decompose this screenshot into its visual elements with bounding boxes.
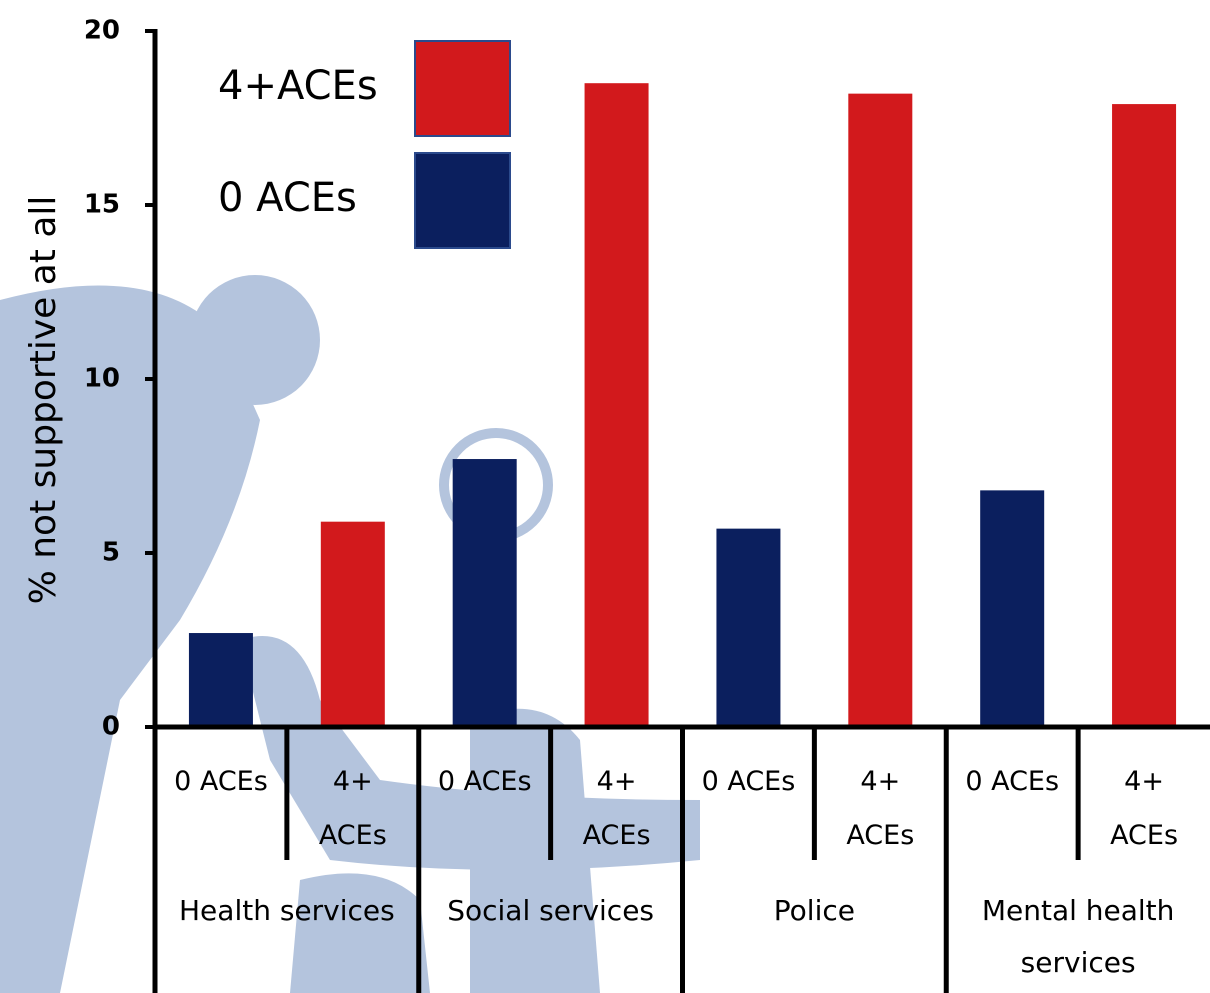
legend-swatch: [414, 40, 511, 137]
bar: [584, 83, 649, 727]
group-label: Social services: [447, 894, 655, 927]
legend-label: 4+ACEs: [218, 63, 378, 109]
bar: [716, 528, 781, 727]
y-axis-label: % not supportive at all: [23, 196, 64, 605]
bar: [1112, 104, 1177, 727]
x-tick-label: 4+ ACEs: [318, 766, 387, 851]
bar: [320, 521, 385, 727]
legend-label: 0 ACEs: [218, 175, 357, 221]
group-label: Police: [773, 894, 855, 927]
x-tick-label: 0 ACEs: [174, 766, 268, 797]
background-figure: [0, 275, 700, 993]
y-tick-label: 15: [84, 190, 120, 220]
x-tick-label: 0 ACEs: [437, 766, 532, 797]
x-tick-label: 4+ ACEs: [582, 766, 651, 851]
y-tick-label: 20: [84, 16, 120, 46]
bar: [452, 459, 517, 727]
y-tick-label: 0: [102, 712, 120, 742]
x-tick-label: 0 ACEs: [965, 766, 1060, 797]
x-tick-label: 0 ACEs: [701, 766, 796, 797]
group-label: Mental health services: [981, 894, 1175, 979]
x-tick-label: 4+ ACEs: [1110, 766, 1179, 851]
group-label: Health services: [179, 894, 395, 927]
bar: [980, 490, 1045, 727]
bar: [848, 93, 913, 727]
y-tick-label: 5: [102, 538, 120, 568]
bar: [188, 633, 253, 727]
x-tick-label: 4+ ACEs: [846, 766, 915, 851]
legend-swatch: [414, 152, 511, 249]
y-tick-label: 10: [84, 364, 120, 394]
